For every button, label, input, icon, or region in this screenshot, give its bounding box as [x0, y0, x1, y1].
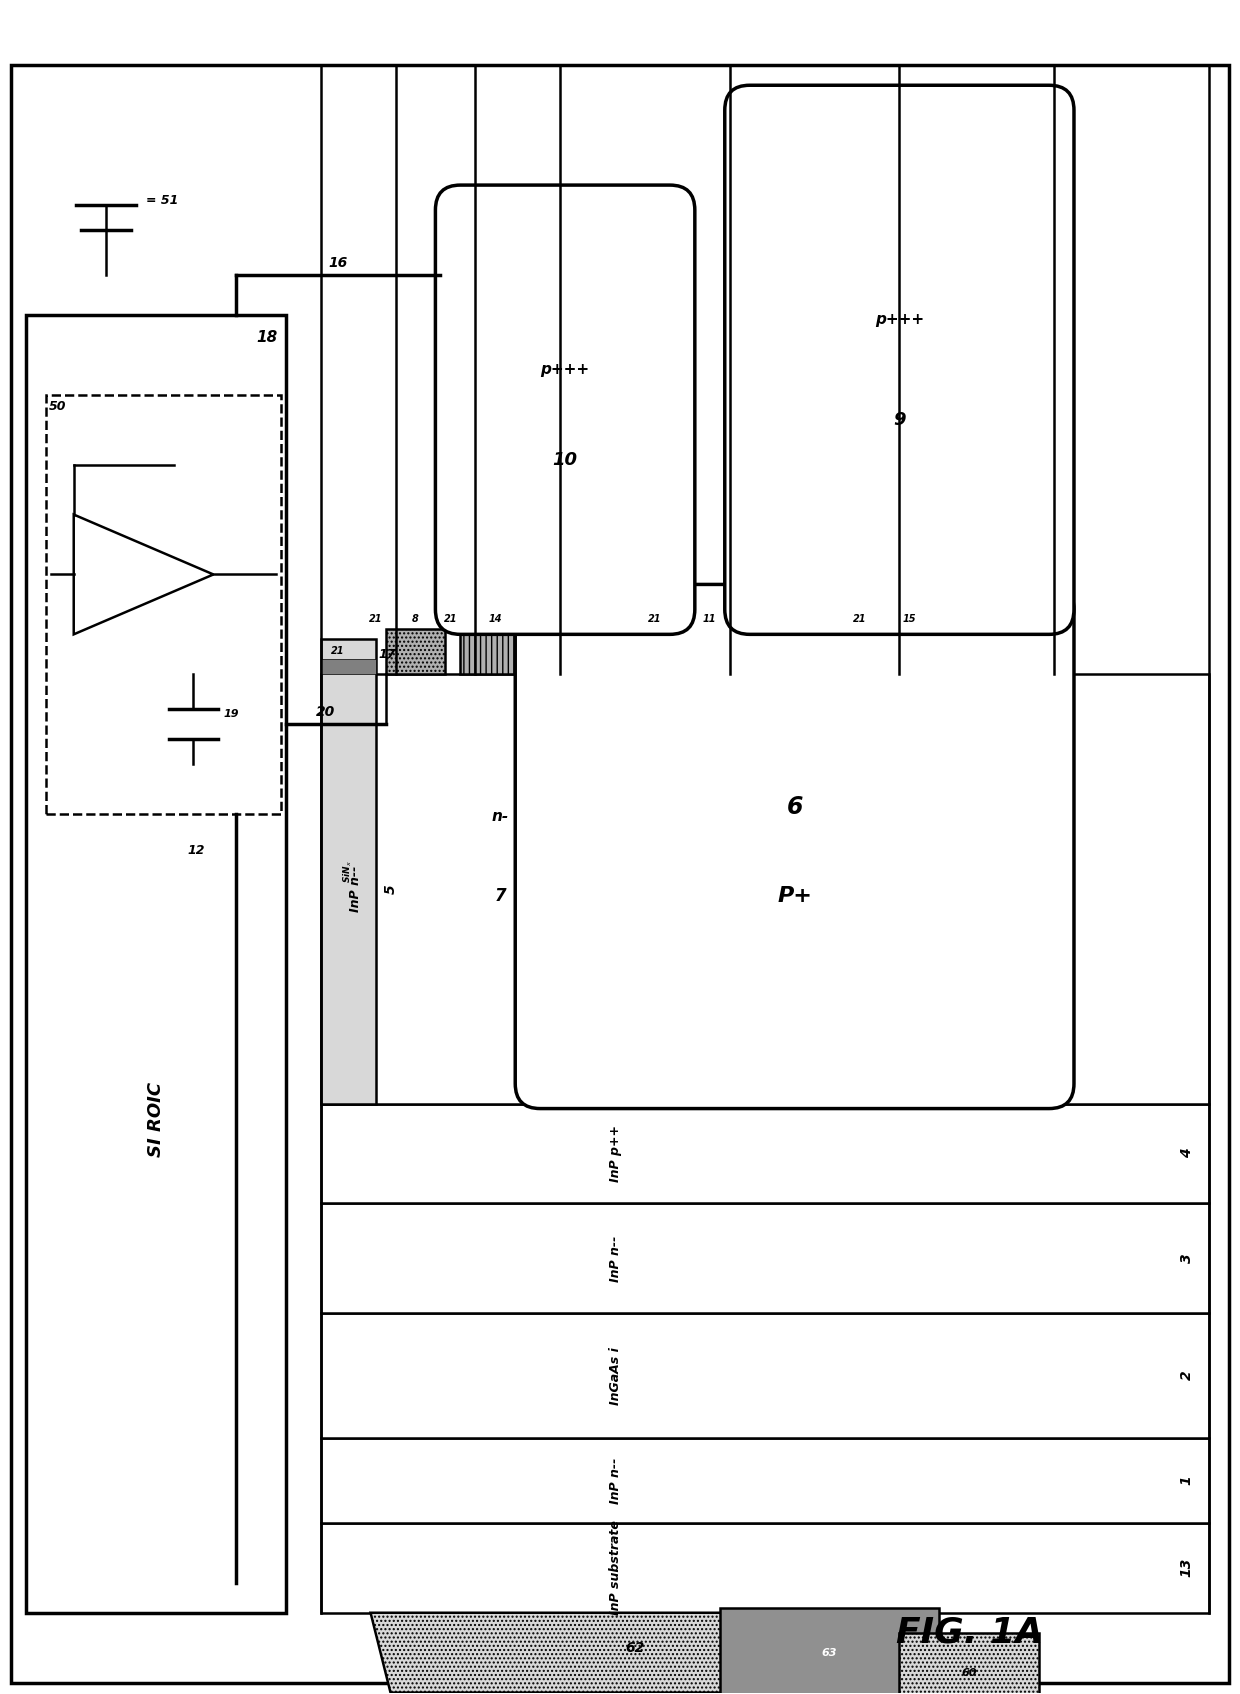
Bar — [321, 639, 376, 1103]
Text: 18: 18 — [257, 330, 278, 346]
FancyBboxPatch shape — [724, 85, 1074, 634]
Text: InP p++: InP p++ — [609, 1125, 621, 1182]
Text: 5: 5 — [383, 884, 398, 894]
Text: 3: 3 — [1179, 1254, 1194, 1264]
Text: 12: 12 — [187, 844, 205, 857]
Text: 17: 17 — [378, 647, 396, 661]
Bar — [321, 1203, 1209, 1313]
Text: n-: n- — [491, 810, 508, 823]
Bar — [670, 630, 750, 674]
Bar — [321, 1438, 1209, 1523]
Bar — [719, 1608, 939, 1694]
Text: FIG. 1A: FIG. 1A — [895, 1616, 1043, 1650]
Text: 21: 21 — [853, 615, 867, 625]
Text: 8: 8 — [412, 615, 419, 625]
Text: 7: 7 — [495, 888, 506, 905]
Bar — [460, 630, 531, 674]
Text: 10: 10 — [553, 451, 578, 469]
Bar — [869, 630, 950, 674]
Text: 1: 1 — [1179, 1475, 1194, 1486]
Text: 21: 21 — [649, 615, 662, 625]
Bar — [46, 395, 280, 815]
Text: 14: 14 — [489, 615, 502, 625]
Text: 6: 6 — [786, 794, 802, 818]
Text: p+++: p+++ — [874, 312, 924, 327]
Text: 60: 60 — [961, 1667, 977, 1677]
Text: 13: 13 — [1179, 1558, 1194, 1577]
Bar — [321, 1313, 1209, 1438]
Text: InP n--: InP n-- — [609, 1235, 621, 1282]
Text: 9: 9 — [893, 410, 905, 429]
Bar — [321, 674, 1209, 1103]
FancyBboxPatch shape — [435, 185, 694, 634]
Bar — [899, 1633, 1039, 1694]
Bar — [321, 1523, 1209, 1613]
Text: SiN$_x$: SiN$_x$ — [342, 861, 355, 883]
Text: 15: 15 — [903, 615, 916, 625]
Text: 21: 21 — [444, 615, 458, 625]
Text: 63: 63 — [822, 1648, 837, 1658]
Polygon shape — [371, 1613, 899, 1692]
Bar — [321, 659, 376, 674]
Text: InP n--: InP n-- — [609, 1457, 621, 1504]
Text: 16: 16 — [329, 256, 347, 269]
Text: InGaAs i: InGaAs i — [609, 1347, 621, 1404]
Text: 4: 4 — [1179, 1149, 1194, 1159]
Text: = 51: = 51 — [146, 193, 179, 207]
Text: 2: 2 — [1179, 1370, 1194, 1381]
Text: 11: 11 — [703, 615, 717, 625]
Bar — [386, 630, 445, 674]
Text: InP n--: InP n-- — [350, 866, 362, 911]
Text: p+++: p+++ — [541, 363, 590, 378]
Text: 21: 21 — [368, 615, 382, 625]
Polygon shape — [73, 515, 213, 634]
Bar — [321, 1103, 1209, 1203]
Text: InP substrate: InP substrate — [609, 1521, 621, 1616]
Text: 19: 19 — [223, 710, 239, 720]
FancyBboxPatch shape — [516, 584, 1074, 1108]
Text: 62: 62 — [625, 1641, 645, 1655]
Text: 50: 50 — [50, 400, 67, 413]
Text: 20: 20 — [316, 705, 335, 720]
Bar — [26, 315, 285, 1613]
Text: SI ROIC: SI ROIC — [148, 1082, 165, 1157]
Text: P+: P+ — [777, 886, 812, 906]
Text: 21: 21 — [331, 647, 345, 656]
